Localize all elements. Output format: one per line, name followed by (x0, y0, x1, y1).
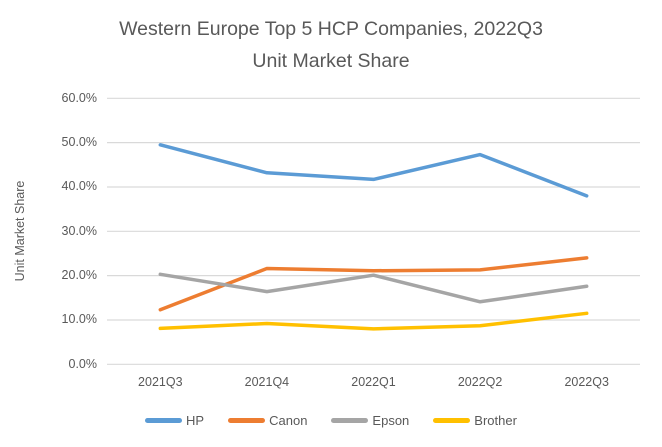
y-tick-label: 30.0% (61, 223, 97, 238)
chart-title-line2: Unit Market Share (252, 49, 410, 72)
legend-item-brother: Brother (433, 413, 517, 428)
legend-label: HP (186, 413, 205, 428)
x-tick-label: 2022Q3 (564, 375, 609, 389)
series-line-canon (158, 256, 589, 312)
legend-item-hp: HP (145, 413, 204, 428)
chart-title-line1: Western Europe Top 5 HCP Companies, 2022… (119, 18, 543, 40)
y-tick-label: 10.0% (61, 312, 97, 327)
legend-label: Epson (372, 413, 410, 428)
y-tick-label: 50.0% (61, 135, 97, 150)
y-tick-label: 60.0% (61, 90, 97, 105)
y-tick-label: 0.0% (68, 356, 98, 371)
legend-item-canon: Canon (228, 413, 307, 428)
series-line-epson (158, 272, 589, 304)
legend: HP Canon Epson Brother (0, 413, 662, 428)
chart-title: Western Europe Top 5 HCP Companies, 2022… (0, 14, 662, 77)
x-tick-label: 2022Q2 (457, 375, 503, 389)
legend-item-epson: Epson (331, 413, 409, 428)
x-tick-label: 2022Q1 (351, 375, 396, 389)
series-line-hp (158, 143, 589, 198)
series-line-brother (158, 311, 589, 331)
legend-line-icon (331, 418, 369, 423)
legend-line-icon (433, 418, 471, 423)
legend-label: Canon (269, 413, 308, 428)
y-tick-label: 40.0% (61, 179, 97, 194)
y-tick-label: 20.0% (61, 268, 97, 283)
legend-line-icon (228, 418, 266, 423)
x-tick-label: 2021Q3 (138, 375, 183, 389)
legend-label: Brother (474, 413, 517, 428)
x-tick-label: 2021Q4 (244, 375, 290, 389)
legend-line-icon (145, 418, 183, 423)
